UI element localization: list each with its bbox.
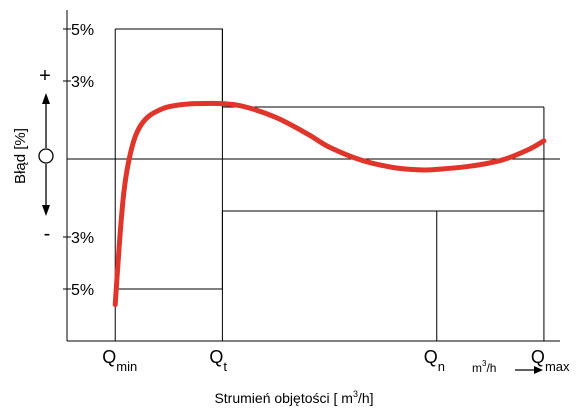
error-curve-line xyxy=(112,100,547,308)
y-tick-labels: 5% 3% 3% 5% xyxy=(63,22,94,299)
x-category-labels: Qmin Qt Qn Qmax xyxy=(102,347,570,374)
y-tick-label: 5% xyxy=(71,22,94,39)
y-tick-label: 3% xyxy=(71,74,94,91)
error-envelope xyxy=(115,28,544,290)
zero-circle-icon xyxy=(38,148,54,164)
x-axis-label: Strumień objętości [ m3/h] xyxy=(214,389,373,406)
lower-limit-line xyxy=(115,210,544,290)
x-label-qn: Qn xyxy=(424,347,445,374)
data-series xyxy=(112,100,547,308)
y-axis-label: Błąd [%] xyxy=(12,128,29,184)
upper-limit-line xyxy=(115,28,544,108)
x-label-qt: Qt xyxy=(209,347,227,374)
unit-hint-arrow xyxy=(515,366,543,374)
y-tick-label: 3% xyxy=(71,230,94,247)
y-tick-label: 5% xyxy=(71,282,94,299)
chart-axes xyxy=(66,10,560,342)
x-label-qmin: Qmin xyxy=(102,347,137,374)
minus-sign: - xyxy=(44,223,51,245)
y-axis-indicator: + - xyxy=(38,65,54,245)
plus-sign: + xyxy=(39,65,51,87)
unit-hint: m3/h xyxy=(472,359,496,375)
x-label-qmax: Qmax xyxy=(531,347,570,374)
